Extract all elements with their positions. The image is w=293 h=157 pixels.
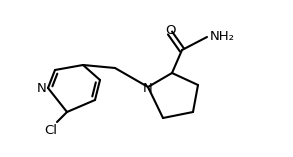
Text: NH₂: NH₂ bbox=[210, 30, 235, 43]
Text: N: N bbox=[37, 81, 47, 95]
Text: N: N bbox=[143, 81, 153, 95]
Text: O: O bbox=[165, 24, 175, 38]
Text: Cl: Cl bbox=[45, 125, 57, 138]
